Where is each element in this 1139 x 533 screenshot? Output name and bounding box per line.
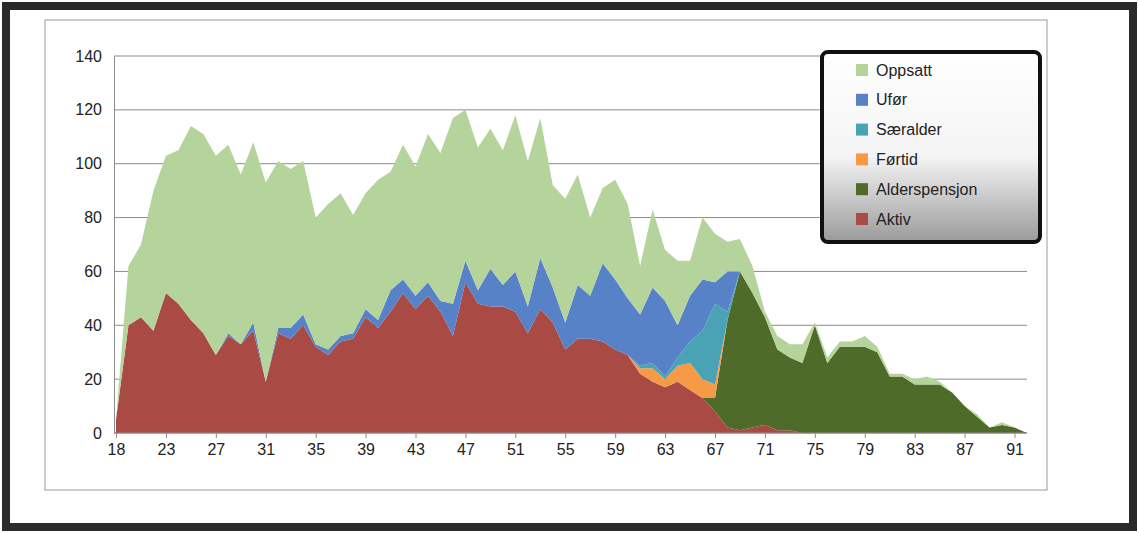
- x-tick-label: 63: [657, 441, 675, 458]
- legend-label: Alderspensjon: [876, 181, 977, 198]
- y-tick: 0: [93, 425, 114, 442]
- x-axis-line: [114, 433, 1027, 434]
- x-tick-label: 55: [557, 441, 575, 458]
- x-tick-label: 75: [806, 441, 824, 458]
- x-tick-label: 87: [956, 441, 974, 458]
- x-tick-mark: [416, 433, 417, 438]
- x-tick-mark: [815, 433, 816, 438]
- y-tick-label: 60: [84, 263, 102, 280]
- y-tick-label: 100: [75, 155, 102, 172]
- x-tick: 27: [207, 433, 225, 458]
- x-tick-mark: [915, 433, 916, 438]
- x-tick-mark: [266, 433, 267, 438]
- y-tick-label: 0: [93, 425, 102, 442]
- x-tick: 51: [507, 433, 525, 458]
- x-tick-label: 43: [407, 441, 425, 458]
- x-tick: 83: [906, 433, 924, 458]
- x-tick-label: 31: [257, 441, 275, 458]
- y-tick: 80: [84, 209, 114, 226]
- y-tick: 140: [75, 48, 114, 65]
- legend-label: Ufør: [876, 91, 908, 108]
- x-tick: 75: [806, 433, 824, 458]
- x-tick-label: 23: [158, 441, 176, 458]
- x-tick: 31: [257, 433, 275, 458]
- x-tick: 71: [757, 433, 775, 458]
- x-tick: 59: [607, 433, 625, 458]
- area-series: [116, 110, 1027, 433]
- x-tick: 47: [457, 433, 475, 458]
- x-tick: 35: [307, 433, 325, 458]
- legend-label: Førtid: [876, 151, 918, 168]
- x-tick-label: 27: [207, 441, 225, 458]
- x-tick-mark: [316, 433, 317, 438]
- y-tick: 40: [84, 317, 114, 334]
- y-tick-label: 80: [84, 209, 102, 226]
- x-tick-mark: [366, 433, 367, 438]
- x-tick-mark: [1015, 433, 1016, 438]
- x-tick-label: 47: [457, 441, 475, 458]
- x-tick-mark: [216, 433, 217, 438]
- chart-area: [45, 20, 1047, 490]
- legend-box: [822, 52, 1040, 242]
- y-tick: 100: [75, 155, 114, 172]
- y-tick-label: 40: [84, 317, 102, 334]
- x-tick-mark: [166, 433, 167, 438]
- x-tick-mark: [715, 433, 716, 438]
- legend-swatch: [856, 94, 868, 106]
- x-tick: 63: [657, 433, 675, 458]
- legend: Oppsatt Ufør Særalder Førtid Alderspensjon Ak…: [822, 52, 1040, 242]
- x-tick-mark: [515, 433, 516, 438]
- x-tick: 79: [856, 433, 874, 458]
- areas: [116, 110, 1027, 433]
- x-tick-mark: [665, 433, 666, 438]
- x-tick-mark: [865, 433, 866, 438]
- legend-swatch: [856, 124, 868, 136]
- x-tick-label: 67: [707, 441, 725, 458]
- legend-label: Oppsatt: [876, 62, 933, 79]
- x-tick: 39: [357, 433, 375, 458]
- y-tick: 120: [75, 101, 114, 118]
- x-tick-label: 35: [307, 441, 325, 458]
- legend-label: Særalder: [876, 121, 942, 138]
- x-tick: 55: [557, 433, 575, 458]
- x-tick-mark: [965, 433, 966, 438]
- legend-swatch: [856, 213, 868, 225]
- y-tick-label: 20: [84, 371, 102, 388]
- x-tick: 43: [407, 433, 425, 458]
- outer-frame: [6, 6, 1133, 527]
- y-axis-line: [114, 57, 115, 434]
- x-tick-mark: [615, 433, 616, 438]
- x-tick-mark: [765, 433, 766, 438]
- x-tick-label: 91: [1006, 441, 1024, 458]
- x-tick-mark: [565, 433, 566, 438]
- x-tick-label: 39: [357, 441, 375, 458]
- x-tick: 23: [158, 433, 176, 458]
- x-tick-label: 51: [507, 441, 525, 458]
- x-tick-label: 79: [856, 441, 874, 458]
- y-tick-label: 120: [75, 101, 102, 118]
- legend-swatch: [856, 64, 868, 76]
- x-tick-mark: [465, 433, 466, 438]
- y-tick-label: 140: [75, 48, 102, 65]
- legend-label: Aktiv: [876, 211, 911, 228]
- x-tick-mark: [116, 433, 117, 438]
- x-tick: 91: [1006, 433, 1024, 458]
- x-tick-label: 59: [607, 441, 625, 458]
- x-tick-label: 71: [757, 441, 775, 458]
- grid-line: [114, 433, 1027, 434]
- y-tick: 60: [84, 263, 114, 280]
- x-axis: 18 23 27 31 35 39 43 47 51 55 59 63 67 71 75 79 83 87 91: [108, 433, 1027, 458]
- chart: 0 20 40 60 80 100 120 140 18 23 27 31 35 39 43 47 51 55 59…: [0, 0, 1139, 533]
- y-tick: 20: [84, 371, 114, 388]
- x-tick-label: 18: [108, 441, 126, 458]
- x-tick: 87: [956, 433, 974, 458]
- x-tick: 18: [108, 433, 126, 458]
- x-tick: 67: [707, 433, 725, 458]
- x-tick-label: 83: [906, 441, 924, 458]
- legend-swatch: [856, 153, 868, 165]
- legend-swatch: [856, 183, 868, 195]
- y-axis: 0 20 40 60 80 100 120 140: [75, 48, 114, 442]
